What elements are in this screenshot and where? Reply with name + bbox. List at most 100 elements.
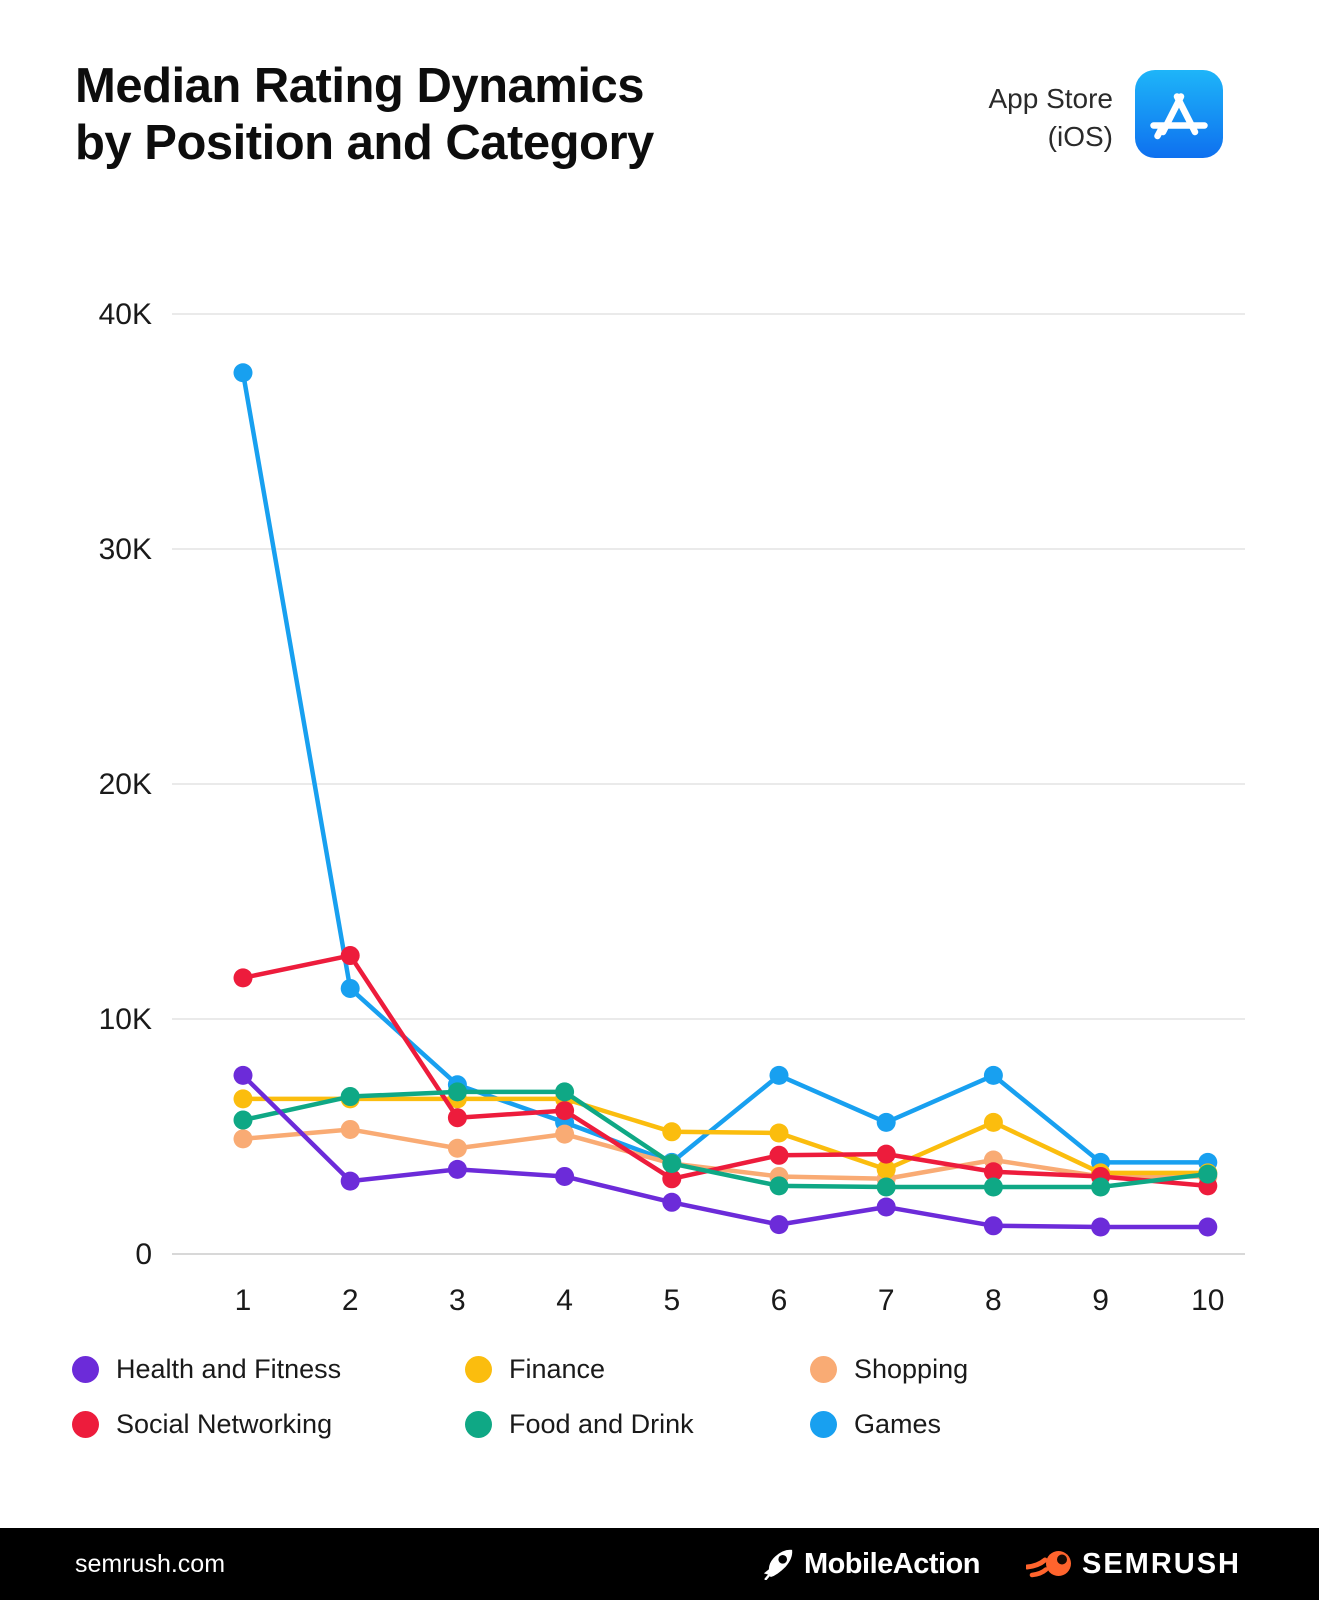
x-tick-label: 4 — [556, 1284, 573, 1317]
x-tick-label: 3 — [449, 1284, 466, 1317]
legend-swatch — [465, 1356, 492, 1383]
legend-item-shopping: Shopping — [810, 1354, 968, 1385]
x-tick-label: 6 — [771, 1284, 788, 1317]
data-point-food-and-drink — [983, 1177, 1003, 1197]
data-point-finance — [662, 1122, 682, 1142]
legend-item-finance: Finance — [465, 1354, 810, 1385]
data-point-social-networking — [876, 1144, 896, 1164]
x-tick-label: 8 — [985, 1284, 1002, 1317]
data-point-health-and-fitness — [876, 1197, 896, 1217]
app-store-icon — [1135, 70, 1223, 158]
legend-swatch — [810, 1356, 837, 1383]
data-point-games — [233, 363, 253, 383]
app-store-glyph — [1150, 93, 1208, 140]
series-line-food-and-drink — [240, 1089, 1211, 1190]
legend-label: Finance — [509, 1354, 606, 1384]
data-point-food-and-drink — [1198, 1164, 1218, 1184]
data-point-food-and-drink — [340, 1087, 360, 1107]
data-point-social-networking — [555, 1101, 575, 1121]
series-line-social-networking — [240, 953, 1211, 1189]
data-point-health-and-fitness — [662, 1192, 682, 1212]
data-point-games — [769, 1065, 789, 1085]
data-point-shopping — [555, 1124, 575, 1144]
y-tick-label: 0 — [135, 1238, 152, 1271]
data-point-social-networking — [340, 946, 360, 966]
data-point-finance — [876, 1159, 896, 1179]
data-point-social-networking — [233, 968, 253, 988]
data-point-social-networking — [983, 1162, 1003, 1182]
legend-item-games: Games — [810, 1409, 968, 1440]
x-tick-label: 2 — [342, 1284, 359, 1317]
page-title-line2: by Position and Category — [75, 116, 654, 170]
data-point-social-networking — [662, 1169, 682, 1189]
data-point-food-and-drink — [769, 1176, 789, 1196]
x-tick-label: 9 — [1092, 1284, 1109, 1317]
footer-site-url: semrush.com — [75, 1549, 226, 1578]
legend-swatch — [810, 1411, 837, 1438]
semrush-logo: SEMRUSH — [1025, 1547, 1241, 1581]
data-point-food-and-drink — [555, 1082, 575, 1102]
footer-logos: MobileAction SEMRUSH — [762, 1548, 1241, 1581]
data-point-shopping — [340, 1119, 360, 1139]
mobileaction-logo: MobileAction — [762, 1548, 980, 1581]
page-title: Median Rating Dynamics by Position and C… — [75, 58, 654, 172]
data-point-social-networking — [447, 1108, 467, 1128]
x-tick-label: 1 — [235, 1284, 252, 1317]
legend-item-food-and-drink: Food and Drink — [465, 1409, 810, 1440]
rocket-icon — [763, 1549, 793, 1580]
semrush-flame-icon — [1025, 1551, 1071, 1578]
data-point-games — [340, 978, 360, 998]
series-line-games — [240, 370, 1211, 1165]
series-line-shopping — [240, 1127, 1211, 1182]
legend-swatch — [72, 1411, 99, 1438]
legend-swatch — [465, 1411, 492, 1438]
legend-label: Games — [854, 1409, 942, 1439]
data-point-finance — [233, 1089, 253, 1109]
data-point-health-and-fitness — [1198, 1217, 1218, 1237]
platform-label-line2: (iOS) — [1047, 121, 1113, 152]
data-point-food-and-drink — [662, 1154, 682, 1174]
data-point-social-networking — [769, 1145, 789, 1165]
data-point-finance — [983, 1112, 1003, 1132]
data-point-shopping — [233, 1129, 253, 1149]
page-title-line1: Median Rating Dynamics — [75, 59, 644, 113]
platform-label-line1: App Store — [988, 83, 1113, 114]
legend-label: Food and Drink — [509, 1409, 694, 1439]
data-point-health-and-fitness — [1091, 1217, 1111, 1237]
x-tick-label: 10 — [1191, 1284, 1224, 1317]
series-line-finance — [240, 1096, 1211, 1176]
series-line-health-and-fitness — [240, 1073, 1211, 1230]
legend-swatch — [72, 1356, 99, 1383]
data-point-shopping — [447, 1138, 467, 1158]
y-tick-label: 20K — [99, 768, 152, 801]
y-tick-label: 40K — [99, 298, 152, 331]
legend-label: Social Networking — [116, 1409, 333, 1439]
y-tick-label: 30K — [99, 533, 152, 566]
semrush-wordmark: SEMRUSH — [1081, 1547, 1241, 1580]
mobileaction-wordmark: MobileAction — [803, 1547, 981, 1580]
data-point-games — [876, 1112, 896, 1132]
data-point-health-and-fitness — [447, 1159, 467, 1179]
line-chart: 40K 30K 20K 10K 0 1 2 3 4 5 6 7 8 9 10 — [99, 298, 1245, 1317]
data-point-food-and-drink — [233, 1110, 253, 1130]
legend-label: Health and Fitness — [116, 1354, 342, 1384]
legend-label: Shopping — [854, 1354, 969, 1384]
data-point-food-and-drink — [1091, 1177, 1111, 1197]
data-point-health-and-fitness — [983, 1216, 1003, 1236]
footer: semrush.com MobileAction SEMRUSH — [0, 1528, 1319, 1600]
data-point-health-and-fitness — [555, 1166, 575, 1186]
y-tick-label: 10K — [99, 1003, 152, 1036]
x-tick-label: 5 — [663, 1284, 680, 1317]
legend: Health and Fitness Finance Shopping Social … — [72, 1342, 968, 1452]
x-tick-label: 7 — [878, 1284, 895, 1317]
data-point-health-and-fitness — [769, 1215, 789, 1235]
platform-label: App Store (iOS) — [988, 80, 1113, 156]
data-point-food-and-drink — [876, 1177, 896, 1197]
data-point-finance — [769, 1123, 789, 1143]
legend-item-health-and-fitness: Health and Fitness — [72, 1354, 465, 1385]
data-point-games — [983, 1065, 1003, 1085]
data-point-health-and-fitness — [340, 1171, 360, 1191]
data-point-food-and-drink — [447, 1082, 467, 1102]
data-point-health-and-fitness — [233, 1065, 253, 1085]
